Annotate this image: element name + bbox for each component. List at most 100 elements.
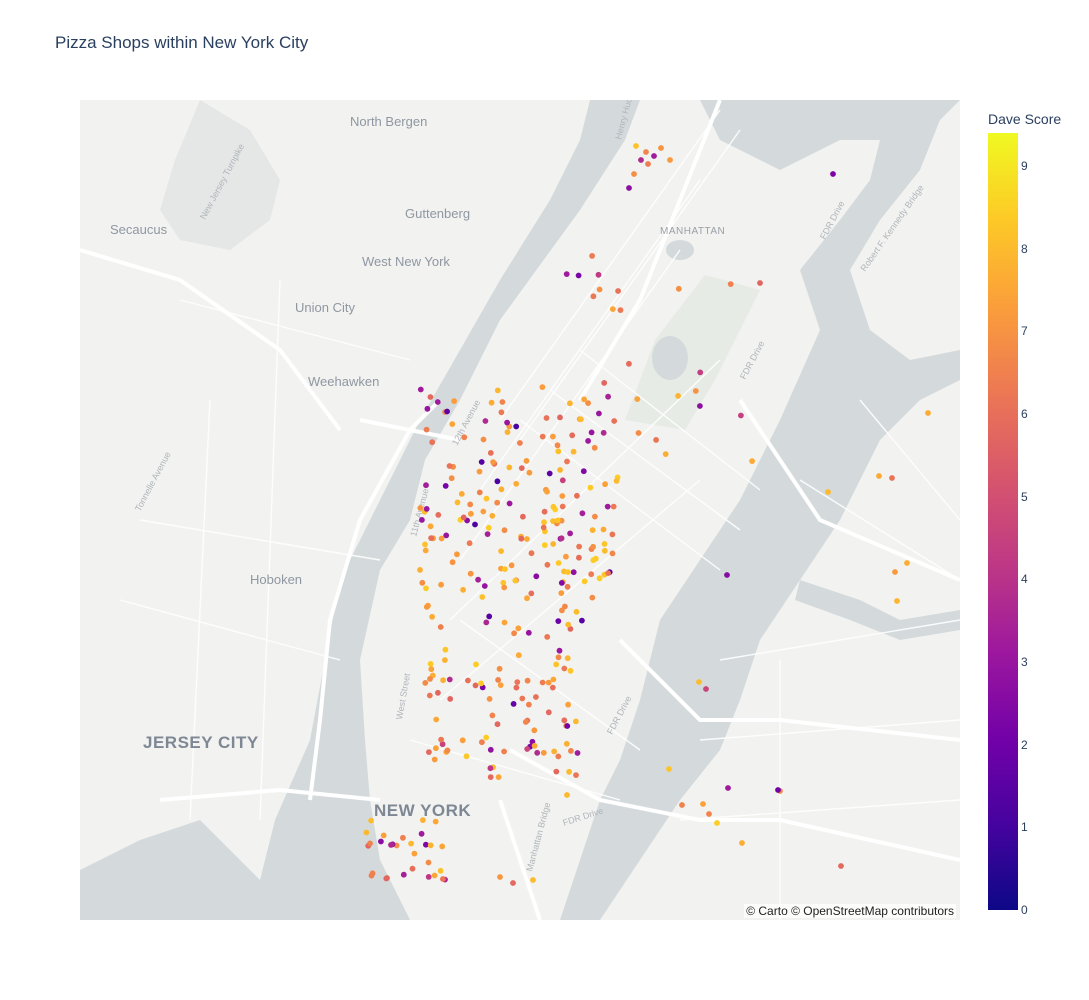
pizza-shop-marker[interactable] xyxy=(426,692,433,699)
pizza-shop-marker[interactable] xyxy=(528,590,535,597)
pizza-shop-marker[interactable] xyxy=(461,434,468,441)
pizza-shop-marker[interactable] xyxy=(524,595,530,602)
pizza-shop-marker[interactable] xyxy=(553,661,560,668)
pizza-shop-marker[interactable] xyxy=(443,532,450,539)
pizza-shop-marker[interactable] xyxy=(550,518,556,524)
pizza-shop-marker[interactable] xyxy=(498,409,505,416)
pizza-shop-marker[interactable] xyxy=(448,475,455,482)
pizza-shop-marker[interactable] xyxy=(892,569,898,575)
pizza-shop-marker[interactable] xyxy=(431,756,438,763)
pizza-shop-marker[interactable] xyxy=(502,566,508,572)
pizza-shop-marker[interactable] xyxy=(533,573,540,580)
pizza-shop-marker[interactable] xyxy=(465,677,471,684)
pizza-shop-marker[interactable] xyxy=(558,590,565,596)
pizza-shop-marker[interactable] xyxy=(557,414,563,421)
pizza-shop-marker[interactable] xyxy=(494,721,501,728)
pizza-shop-marker[interactable] xyxy=(531,727,538,734)
pizza-shop-marker[interactable] xyxy=(513,684,520,691)
pizza-shop-marker[interactable] xyxy=(429,439,436,446)
pizza-shop-marker[interactable] xyxy=(554,442,561,449)
pizza-shop-marker[interactable] xyxy=(518,535,525,542)
pizza-shop-marker[interactable] xyxy=(585,438,591,444)
pizza-shop-marker[interactable] xyxy=(524,677,531,684)
pizza-shop-marker[interactable] xyxy=(422,541,428,548)
pizza-shop-marker[interactable] xyxy=(484,531,491,537)
pizza-shop-marker[interactable] xyxy=(526,701,532,708)
pizza-shop-marker[interactable] xyxy=(570,569,577,576)
pizza-shop-marker[interactable] xyxy=(500,579,507,586)
pizza-shop-marker[interactable] xyxy=(544,488,550,495)
pizza-shop-marker[interactable] xyxy=(451,398,457,404)
pizza-shop-marker[interactable] xyxy=(476,489,483,496)
pizza-shop-marker[interactable] xyxy=(442,646,449,653)
pizza-shop-marker[interactable] xyxy=(480,508,487,515)
pizza-shop-marker[interactable] xyxy=(446,463,453,469)
pizza-shop-marker[interactable] xyxy=(601,380,608,386)
pizza-shop-marker[interactable] xyxy=(589,253,595,259)
pizza-shop-marker[interactable] xyxy=(579,617,585,624)
pizza-shop-marker[interactable] xyxy=(475,576,481,583)
pizza-shop-marker[interactable] xyxy=(483,495,490,502)
pizza-shop-marker[interactable] xyxy=(423,426,430,433)
pizza-shop-marker[interactable] xyxy=(515,625,522,632)
pizza-shop-marker[interactable] xyxy=(518,465,525,471)
pizza-shop-marker[interactable] xyxy=(596,575,603,582)
pizza-shop-marker[interactable] xyxy=(528,550,535,557)
pizza-shop-marker[interactable] xyxy=(438,581,444,588)
pizza-shop-marker[interactable] xyxy=(422,547,429,554)
pizza-shop-marker[interactable] xyxy=(540,524,547,531)
pizza-shop-marker[interactable] xyxy=(570,448,577,455)
pizza-shop-marker[interactable] xyxy=(440,677,446,684)
pizza-shop-marker[interactable] xyxy=(487,450,494,456)
pizza-shop-marker[interactable] xyxy=(400,871,407,878)
pizza-shop-marker[interactable] xyxy=(409,865,416,872)
pizza-shop-marker[interactable] xyxy=(444,408,450,415)
pizza-shop-marker[interactable] xyxy=(435,689,441,696)
pizza-shop-marker[interactable] xyxy=(512,577,519,584)
pizza-shop-marker[interactable] xyxy=(651,153,657,159)
pizza-shop-marker[interactable] xyxy=(588,429,595,436)
pizza-shop-marker[interactable] xyxy=(567,530,573,537)
pizza-shop-marker[interactable] xyxy=(550,541,557,547)
pizza-shop-marker[interactable] xyxy=(495,677,501,683)
pizza-shop-marker[interactable] xyxy=(617,307,624,313)
pizza-shop-marker[interactable] xyxy=(496,665,503,672)
pizza-shop-marker[interactable] xyxy=(497,682,504,688)
pizza-shop-marker[interactable] xyxy=(600,526,607,533)
pizza-shop-marker[interactable] xyxy=(566,768,572,775)
pizza-shop-marker[interactable] xyxy=(367,840,373,847)
pizza-shop-marker[interactable] xyxy=(460,514,467,521)
pizza-shop-marker[interactable] xyxy=(590,543,596,550)
pizza-shop-marker[interactable] xyxy=(427,394,434,400)
pizza-shop-marker[interactable] xyxy=(544,634,551,640)
pizza-shop-marker[interactable] xyxy=(514,679,521,685)
pizza-shop-marker[interactable] xyxy=(588,571,595,578)
pizza-shop-marker[interactable] xyxy=(400,834,406,841)
pizza-shop-marker[interactable] xyxy=(468,510,474,517)
pizza-shop-marker[interactable] xyxy=(420,817,426,823)
pizza-shop-marker[interactable] xyxy=(539,384,546,390)
pizza-shop-marker[interactable] xyxy=(602,481,608,488)
pizza-shop-marker[interactable] xyxy=(487,765,494,772)
pizza-shop-marker[interactable] xyxy=(473,661,479,668)
pizza-shop-marker[interactable] xyxy=(830,171,836,177)
pizza-shop-marker[interactable] xyxy=(696,679,702,685)
pizza-shop-marker[interactable] xyxy=(419,579,426,586)
pizza-shop-marker[interactable] xyxy=(439,741,446,748)
pizza-shop-marker[interactable] xyxy=(724,572,730,578)
pizza-shop-marker[interactable] xyxy=(454,499,461,506)
pizza-shop-marker[interactable] xyxy=(596,286,603,293)
pizza-shop-marker[interactable] xyxy=(531,742,538,749)
pizza-shop-marker[interactable] xyxy=(424,405,431,412)
pizza-shop-marker[interactable] xyxy=(559,503,566,510)
pizza-shop-marker[interactable] xyxy=(775,787,781,793)
pizza-shop-marker[interactable] xyxy=(727,281,734,287)
pizza-shop-marker[interactable] xyxy=(539,679,546,686)
pizza-shop-marker[interactable] xyxy=(541,519,547,526)
pizza-shop-marker[interactable] xyxy=(478,459,485,465)
pizza-shop-marker[interactable] xyxy=(615,288,621,294)
pizza-shop-marker[interactable] xyxy=(545,679,552,686)
pizza-shop-marker[interactable] xyxy=(567,667,574,674)
pizza-shop-marker[interactable] xyxy=(838,863,844,869)
pizza-shop-marker[interactable] xyxy=(589,527,596,533)
